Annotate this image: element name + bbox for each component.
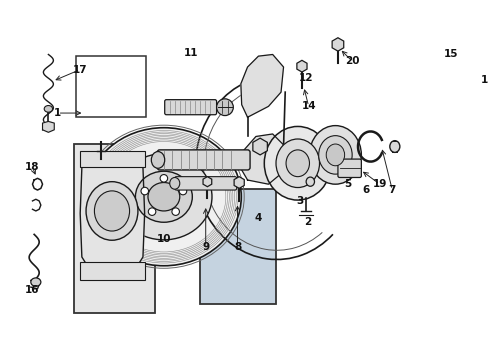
Bar	[200, 189, 276, 303]
Ellipse shape	[275, 139, 319, 188]
Bar	[148, 171, 221, 258]
Ellipse shape	[148, 183, 180, 211]
Text: 6: 6	[361, 185, 368, 195]
Text: 14: 14	[301, 102, 315, 111]
Text: 15: 15	[443, 49, 457, 59]
Polygon shape	[241, 54, 283, 117]
Ellipse shape	[318, 136, 351, 174]
Circle shape	[172, 208, 179, 215]
Ellipse shape	[135, 171, 192, 222]
Ellipse shape	[169, 177, 180, 189]
Text: 19: 19	[372, 179, 386, 189]
Text: 12: 12	[298, 73, 313, 83]
Polygon shape	[42, 121, 54, 132]
FancyBboxPatch shape	[337, 159, 361, 177]
Text: 8: 8	[233, 242, 241, 252]
Ellipse shape	[31, 278, 41, 286]
Text: 3: 3	[295, 196, 303, 206]
Text: 2: 2	[304, 217, 311, 227]
Circle shape	[141, 187, 148, 195]
Text: 20: 20	[344, 56, 359, 66]
Text: 4: 4	[254, 213, 262, 222]
Ellipse shape	[86, 128, 241, 266]
Ellipse shape	[151, 152, 164, 168]
Ellipse shape	[305, 177, 314, 186]
Ellipse shape	[264, 126, 330, 200]
Text: 7: 7	[388, 185, 395, 195]
Ellipse shape	[216, 99, 233, 116]
Bar	[80, 151, 145, 167]
Circle shape	[148, 208, 156, 215]
FancyBboxPatch shape	[174, 177, 236, 190]
Text: 11: 11	[184, 48, 198, 58]
Text: 9: 9	[202, 242, 209, 252]
Bar	[76, 57, 145, 117]
Polygon shape	[241, 134, 285, 184]
Text: 18: 18	[25, 162, 40, 172]
Ellipse shape	[389, 141, 399, 152]
Text: 5: 5	[344, 179, 351, 189]
Ellipse shape	[94, 191, 129, 231]
Text: 16: 16	[25, 285, 40, 296]
Polygon shape	[456, 158, 483, 233]
Bar	[80, 262, 145, 280]
Ellipse shape	[86, 182, 138, 240]
FancyBboxPatch shape	[157, 150, 249, 170]
FancyBboxPatch shape	[164, 100, 216, 115]
Circle shape	[160, 175, 167, 182]
Ellipse shape	[44, 105, 53, 112]
Ellipse shape	[309, 126, 361, 184]
Text: 13: 13	[480, 75, 488, 85]
Polygon shape	[420, 162, 450, 238]
Polygon shape	[80, 159, 144, 264]
Text: 17: 17	[73, 64, 87, 75]
Ellipse shape	[325, 144, 344, 166]
Circle shape	[179, 187, 186, 195]
Text: 1: 1	[54, 108, 61, 118]
Ellipse shape	[116, 154, 212, 240]
Bar	[73, 144, 155, 312]
Text: 10: 10	[156, 234, 171, 244]
Ellipse shape	[285, 150, 309, 177]
